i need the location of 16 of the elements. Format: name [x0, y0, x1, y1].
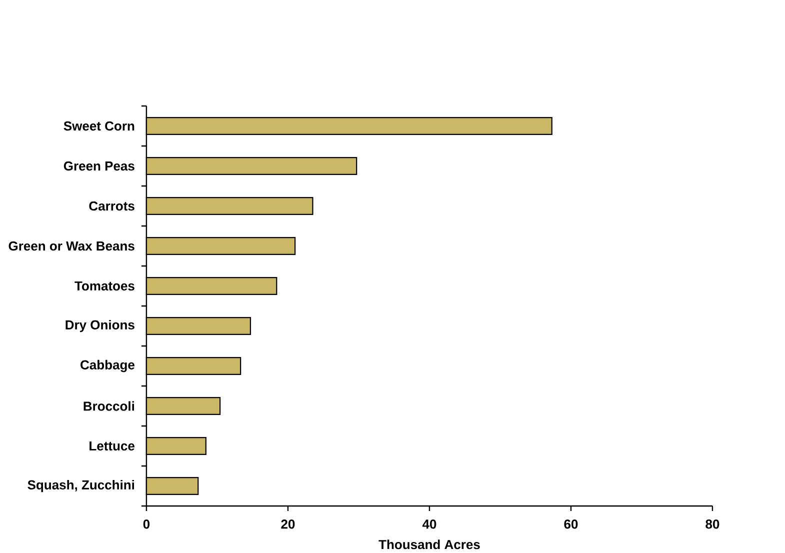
y-tick-label: Sweet Corn [64, 121, 134, 130]
x-tick-label: 0 [143, 519, 150, 529]
y-tick-label: Green or Wax Beans [8, 241, 134, 250]
y-tick-label: Lettuce [90, 441, 134, 450]
y-tick-label: Tomatoes [74, 281, 134, 290]
x-tick-label: 60 [564, 519, 578, 529]
y-tick-label: Dry Onions [66, 320, 134, 332]
x-axis-title: Thousand Acres [378, 539, 480, 549]
y-tick-label: Green Peas [64, 161, 134, 170]
y-tick-label: Broccoli [84, 400, 134, 411]
y-tick-label: Cabbage [80, 360, 134, 372]
x-tick-label: 80 [706, 519, 720, 529]
y-tick-label: Squash, Zucchini [28, 480, 134, 492]
x-tick-label: 20 [281, 519, 295, 529]
x-tick-label: 40 [422, 519, 436, 529]
y-tick-label: Carrots [89, 201, 134, 210]
